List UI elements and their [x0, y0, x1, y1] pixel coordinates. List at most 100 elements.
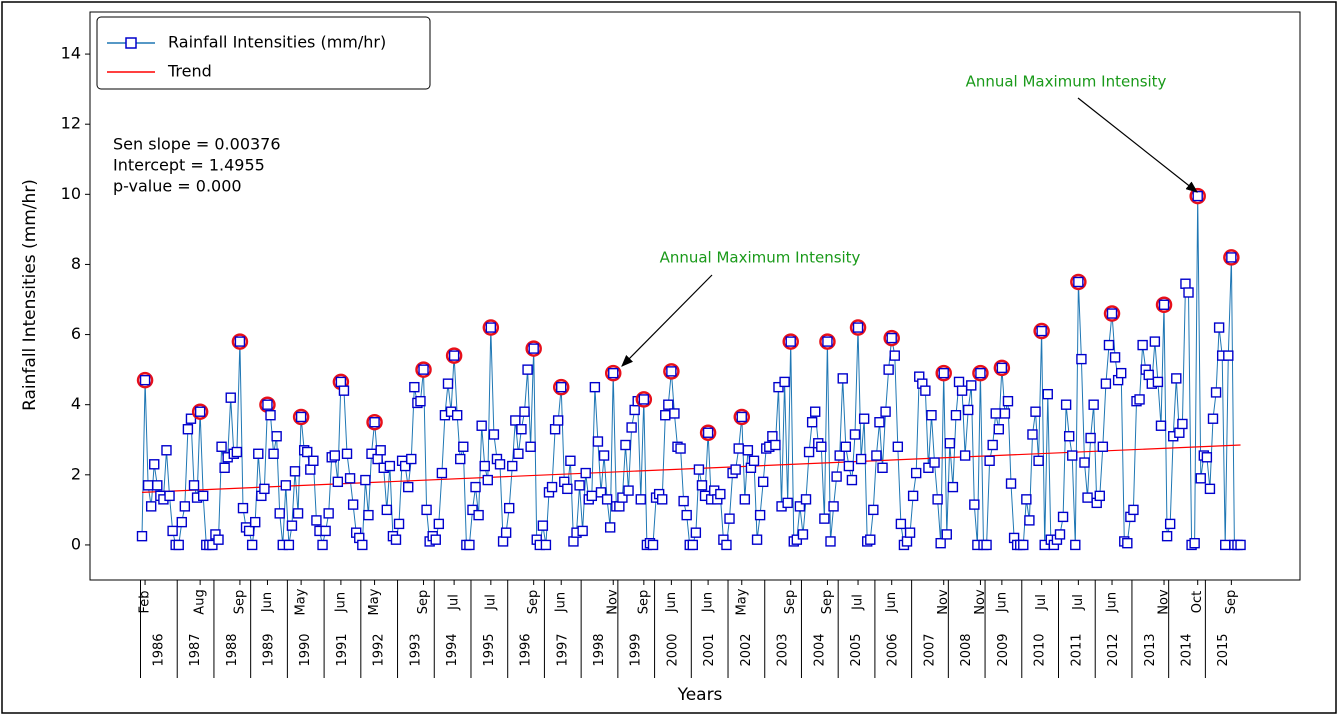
data-point: [865, 534, 876, 545]
data-point: [852, 322, 864, 333]
data-point: [216, 441, 227, 452]
data-point: [1054, 529, 1066, 540]
data-point: [145, 501, 157, 512]
data-point: [1204, 483, 1216, 495]
annotation-arrow: [621, 274, 713, 367]
year-label: 2011: [1069, 633, 1084, 666]
data-point: [1002, 395, 1014, 407]
data-point: [999, 408, 1011, 419]
data-point: [966, 380, 977, 391]
data-point: [941, 529, 952, 540]
data-point: [546, 481, 558, 493]
data-point: [846, 474, 858, 486]
data-point: [678, 495, 689, 507]
data-point: [246, 539, 258, 551]
year-label: 1995: [482, 633, 497, 666]
data-point: [767, 431, 778, 442]
year-label: 2006: [886, 633, 901, 666]
data-point: [250, 516, 261, 528]
data-point: [332, 476, 344, 488]
data-point: [549, 424, 561, 435]
data-point: [1180, 278, 1191, 289]
data-point: [724, 513, 735, 524]
data-point: [969, 499, 980, 510]
data-point: [451, 410, 463, 421]
annotation: Annual Maximum Intensity: [966, 73, 1167, 91]
data-point: [1085, 432, 1096, 444]
data-point: [1226, 252, 1237, 263]
data-point: [302, 446, 313, 458]
data-point: [179, 501, 191, 512]
data-point: [479, 460, 490, 472]
data-point: [522, 364, 533, 375]
x-tick-label: Nov: [973, 589, 988, 615]
year-label: 2001: [702, 633, 717, 666]
data-point: [1171, 373, 1182, 384]
data-point: [225, 392, 236, 403]
y-tick-label: 12: [61, 114, 81, 133]
data-point: [635, 494, 646, 505]
x-tick-label: May: [294, 588, 309, 615]
data-point: [739, 494, 751, 505]
data-point: [1155, 420, 1167, 431]
data-point: [448, 350, 460, 361]
data-point: [849, 429, 861, 440]
data-point: [886, 332, 897, 344]
data-point: [182, 424, 194, 435]
year-label: 2014: [1179, 633, 1194, 666]
data-point: [666, 366, 677, 377]
year-label: 1991: [335, 633, 350, 666]
data-point: [421, 504, 432, 516]
data-point: [323, 508, 334, 519]
data-point: [1005, 478, 1017, 489]
data-point: [271, 431, 282, 442]
data-point: [176, 516, 187, 528]
x-tick-label: Jun: [260, 592, 275, 613]
annotation-arrow: [1077, 97, 1198, 193]
data-point: [604, 522, 616, 533]
x-tick-label: Jun: [884, 592, 899, 613]
data-point: [473, 509, 484, 521]
data-point: [595, 487, 607, 498]
data-point: [880, 406, 891, 417]
data-point: [935, 537, 946, 549]
data-point: [433, 518, 445, 530]
data-point: [292, 508, 304, 519]
data-point: [1183, 287, 1194, 298]
data-point: [167, 525, 178, 537]
data-point: [1213, 322, 1225, 333]
data-point: [1164, 518, 1176, 530]
data-point: [152, 480, 163, 491]
data-point: [1143, 369, 1154, 381]
data-point: [188, 480, 200, 491]
data-point: [837, 373, 848, 384]
data-point: [213, 534, 224, 545]
data-point: [1033, 455, 1044, 466]
x-tick-label: Feb: [138, 590, 153, 613]
year-label: 1996: [519, 633, 534, 666]
data-point: [715, 488, 726, 500]
y-axis-label: Rainfall Intensities (mm/hr): [20, 179, 40, 411]
stat-text: Intercept = 1.4955: [113, 156, 265, 175]
data-point: [1152, 376, 1164, 388]
data-point: [1094, 490, 1105, 502]
data-point: [1079, 457, 1090, 468]
data-point: [929, 457, 940, 468]
data-point: [1082, 492, 1093, 503]
data-point: [1122, 537, 1133, 549]
data-point: [430, 534, 441, 545]
data-point: [237, 502, 249, 514]
data-point: [516, 424, 527, 435]
data-point: [868, 504, 879, 516]
data-point: [855, 453, 867, 465]
data-point: [455, 453, 466, 465]
data-point: [910, 467, 922, 479]
data-point: [816, 441, 827, 452]
data-point: [305, 464, 316, 475]
x-tick-label: Jul: [851, 594, 866, 611]
data-point: [399, 460, 411, 472]
data-point: [800, 494, 812, 505]
data-point: [488, 429, 500, 440]
data-point: [696, 480, 708, 491]
data-point: [442, 378, 454, 389]
